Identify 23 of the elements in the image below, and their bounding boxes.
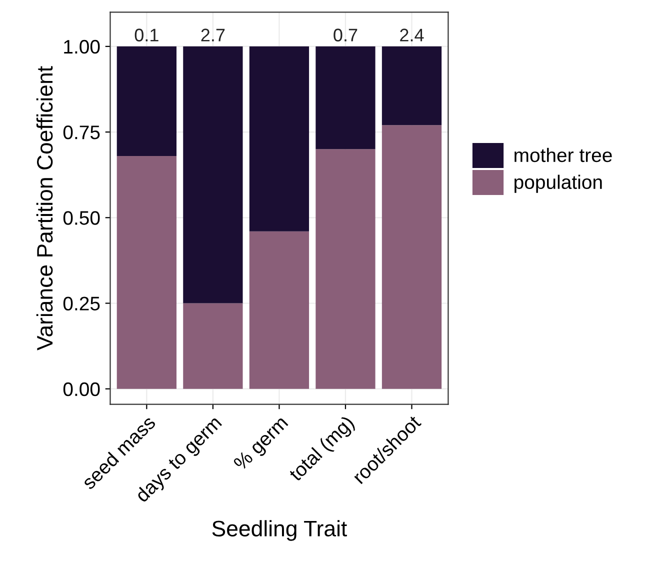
- y-tick-label: 0.50: [63, 211, 100, 225]
- annotation: 2.4: [400, 28, 424, 42]
- legend-label: mother tree: [514, 148, 612, 162]
- y-tick-label: 0.75: [63, 126, 100, 140]
- bar: [382, 46, 442, 126]
- bar: [183, 303, 243, 389]
- bar: [116, 156, 176, 389]
- y-tick-label: 0.00: [63, 382, 100, 396]
- annotation: 2.7: [201, 28, 225, 42]
- bar: [249, 46, 310, 232]
- annotation: 0.7: [334, 28, 358, 42]
- bar: [116, 46, 176, 156]
- bar: [183, 46, 243, 304]
- bar: [249, 231, 310, 389]
- bar: [316, 149, 376, 389]
- bar: [316, 46, 376, 150]
- bar: [382, 125, 442, 389]
- y-axis-title: Variance Partition Coefficient: [36, 66, 53, 350]
- annotation: 0.1: [134, 28, 158, 42]
- legend-label: population: [514, 174, 602, 193]
- y-tick-label: 1.00: [64, 40, 100, 54]
- x-axis-title: Seedling Trait: [212, 520, 347, 541]
- y-tick-label: 0.25: [63, 296, 100, 310]
